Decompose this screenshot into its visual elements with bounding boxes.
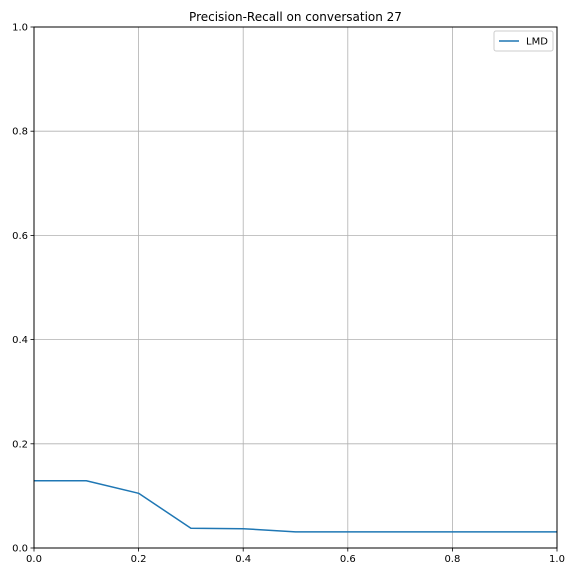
x-tick-label: 0.6 bbox=[340, 554, 356, 565]
legend-label-lmd: LMD bbox=[526, 37, 548, 48]
x-tick-label: 0.2 bbox=[131, 554, 147, 565]
y-tick-label: 0.2 bbox=[12, 439, 28, 450]
y-tick-label: 0.4 bbox=[12, 335, 28, 346]
legend-box bbox=[493, 30, 554, 52]
chart-title: Precision-Recall on conversation 27 bbox=[189, 10, 402, 24]
x-tick-label: 1.0 bbox=[549, 554, 565, 565]
axis-ticks: 0.0 0.2 0.4 0.6 0.8 1.0 0.0 0.2 0.4 0.6 0.8 1.0 bbox=[12, 23, 565, 566]
y-tick-label: 1.0 bbox=[12, 23, 28, 34]
series-line-lmd bbox=[34, 480, 557, 533]
series-layer bbox=[34, 480, 557, 533]
legend: LMD bbox=[493, 30, 554, 52]
x-tick-label: 0.8 bbox=[444, 554, 460, 565]
grid-lines bbox=[34, 27, 557, 548]
y-tick-label: 0.6 bbox=[12, 231, 28, 242]
y-tick-label: 0.0 bbox=[12, 544, 28, 555]
x-tick-label: 0.4 bbox=[235, 554, 251, 565]
plot-frame bbox=[33, 26, 558, 549]
y-tick-label: 0.8 bbox=[12, 127, 28, 138]
x-tick-label: 0.0 bbox=[26, 554, 42, 565]
